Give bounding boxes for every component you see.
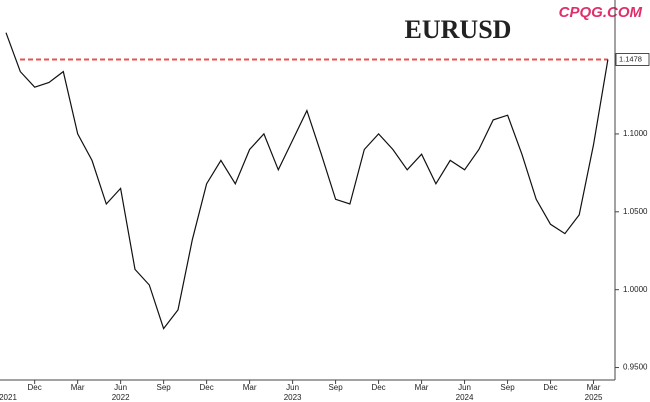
x-tick-label: Dec [200,383,214,392]
watermark: CPQG.COM [559,4,643,21]
x-tick-label: Dec [28,383,42,392]
year-label: 2025 [585,393,603,402]
price-line [5,32,609,330]
x-tick-label: Jun [114,383,127,392]
last-value-box [615,53,650,66]
x-tick-label: Jun [458,383,471,392]
x-tick-label: Sep [157,383,172,392]
last-value-label: 1.1478 [619,54,642,63]
y-tick-label: 0.9500 [623,363,648,372]
year-label: 2021 [0,393,17,402]
x-tick-label: Mar [587,383,601,392]
y-tick-label: 1.0000 [623,285,648,294]
chart-title: EURUSD [405,15,512,44]
x-tick-label: Jun [286,383,299,392]
x-tick-label: Mar [415,383,429,392]
x-tick-label: Dec [371,383,385,392]
y-tick-label: 1.1000 [623,129,648,138]
year-label: 2022 [112,393,130,402]
x-tick-label: Sep [328,383,343,392]
y-tick-label: 1.0500 [623,207,648,216]
year-label: 2023 [284,393,302,402]
x-tick-label: Sep [500,383,515,392]
x-tick-label: Mar [71,383,85,392]
year-label: 2024 [456,393,474,402]
x-tick-label: Dec [543,383,557,392]
x-tick-label: Mar [243,383,257,392]
